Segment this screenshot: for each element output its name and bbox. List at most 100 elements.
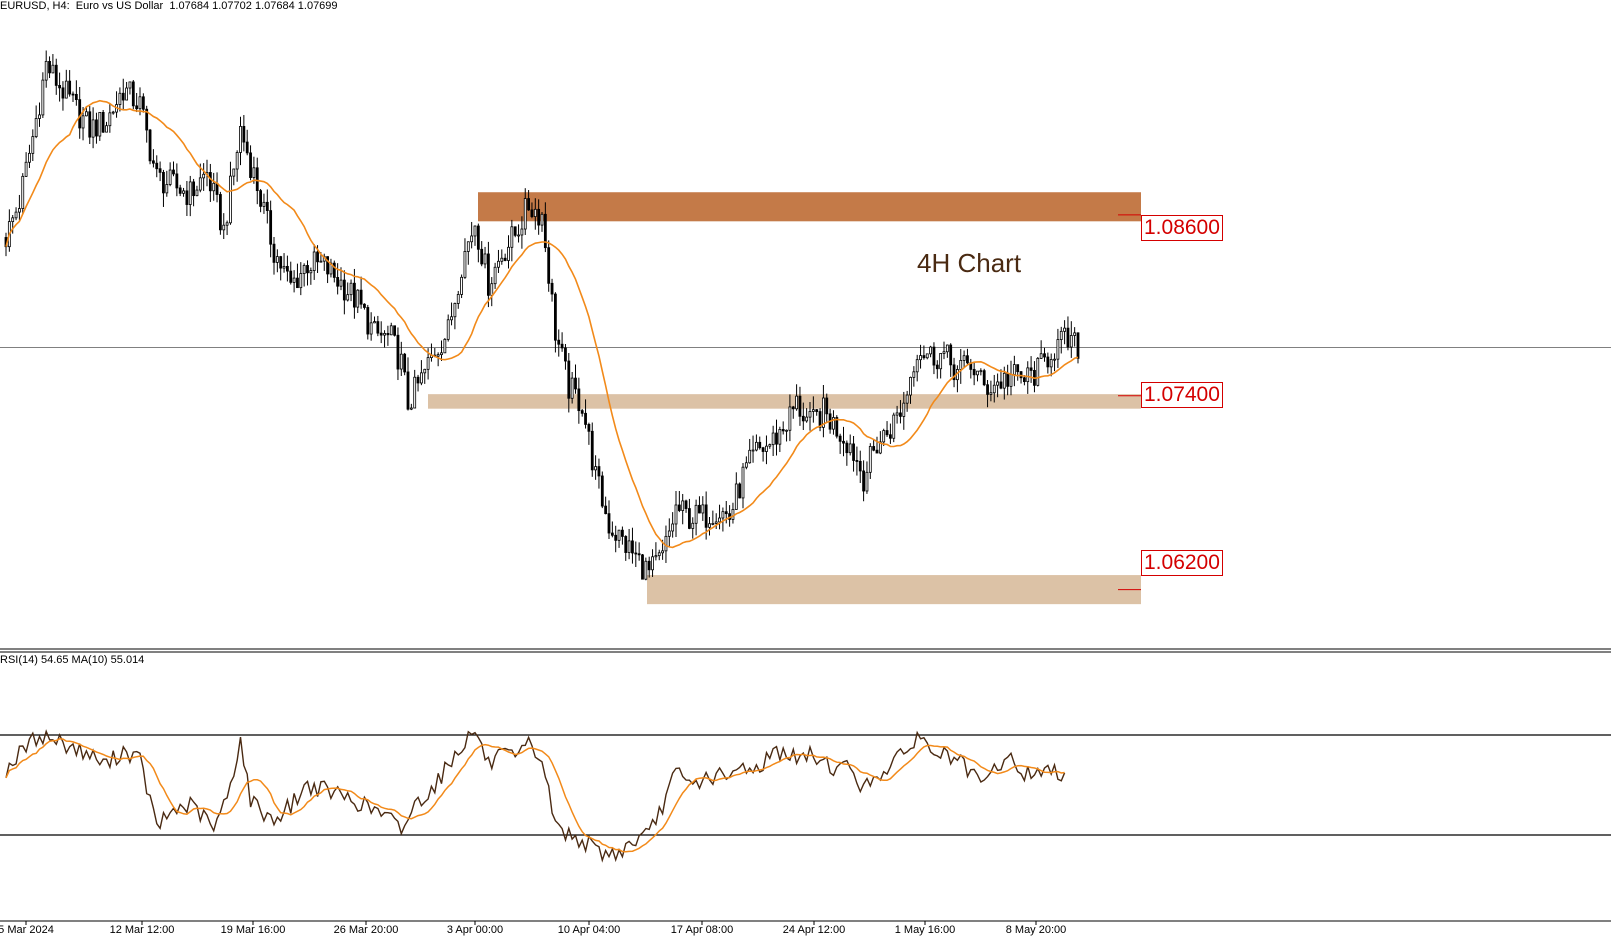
candle-body [332,262,336,278]
candle-body [507,246,510,261]
candle-body [822,397,825,428]
x-tick-label: 8 May 20:00 [1005,924,1067,936]
candle-body [661,550,664,554]
candle-body [285,265,289,272]
candle-body [815,409,819,412]
candle-body [600,475,604,507]
candle-body [855,460,859,462]
candle-body [925,353,929,359]
candle-body [966,355,969,364]
candle-body [155,162,159,170]
candle-body [714,521,718,524]
candle-body [547,247,551,284]
candle-body [326,256,330,275]
candle-body [299,273,303,289]
candle-body [81,115,85,129]
candle-body [688,508,691,529]
candle-body [1063,327,1066,332]
candle-body [530,209,534,217]
candle-body [1039,353,1043,359]
candle-body [476,225,480,250]
level-zone [428,394,1141,409]
candle-body [135,105,139,110]
candle-body [832,417,835,430]
candle-body [865,471,869,492]
candle-body [54,64,58,86]
x-tick-label: 26 Mar 20:00 [333,924,399,936]
candle-body [148,129,152,162]
candle-body [309,270,313,274]
candle-body [21,175,25,209]
candle-body [58,84,61,89]
candle-body [98,112,102,137]
candle-body [610,532,614,536]
candle-body [788,406,792,431]
level-zone [478,192,1141,222]
candle-body [584,412,587,425]
candle-body [875,449,879,454]
candle-body [366,307,370,335]
candle-body [222,224,226,231]
candle-body [982,370,986,386]
candle-body [751,449,755,452]
candle-body [634,552,638,555]
candle-body [949,344,953,366]
candle-body [758,441,762,449]
candle-body [550,282,554,295]
candle-body [71,93,75,96]
candle-body [657,552,661,557]
candle-body [617,529,621,541]
candle-body [999,381,1003,389]
candle-body [708,523,711,528]
candle-body [614,534,618,541]
candle-body [396,334,400,370]
candle-body [631,540,634,554]
candle-body [1023,377,1026,383]
candle-body [349,282,353,296]
candle-body [24,161,28,177]
candle-body [577,388,581,412]
candle-body [255,167,259,192]
candle-body [352,282,356,308]
candle-body [741,466,745,499]
candle-body [232,168,236,177]
candle-body [68,80,72,95]
candle-body [878,441,882,454]
candle-body [1049,359,1053,368]
candle-body [952,364,956,381]
x-tick-label: 12 Mar 12:00 [109,924,175,936]
candle-body [393,325,397,336]
candle-body [1006,372,1010,387]
candle-body [336,277,340,287]
candle-body [262,201,266,207]
candle-body [480,248,484,265]
candle-body [319,260,323,263]
candle-body [11,217,15,222]
x-tick-label: 3 Apr 00:00 [446,924,504,936]
candle-body [125,87,128,101]
candle-body [399,353,403,370]
candle-body [667,530,671,537]
x-tick-label: 10 Apr 04:00 [557,924,621,936]
candle-body [721,511,725,519]
candle-body [151,160,155,164]
candle-body [701,504,705,514]
candle-body [389,325,393,336]
candle-body [791,406,795,410]
candle-body [44,60,48,81]
candle-body [259,190,263,207]
candle-body [604,505,608,515]
candle-body [885,430,889,436]
candle-body [443,338,447,354]
candle-body [674,504,678,525]
candle-body [363,303,366,308]
candle-body [868,446,872,473]
candle-body [691,522,695,529]
x-tick-label: 17 Apr 08:00 [670,924,734,936]
candle-body [1012,364,1016,376]
candle-body [131,81,135,107]
rsi-moving-average [5,738,1065,853]
candle-body [560,343,564,349]
level-label-1-0740: 1.07400 [1141,382,1223,408]
